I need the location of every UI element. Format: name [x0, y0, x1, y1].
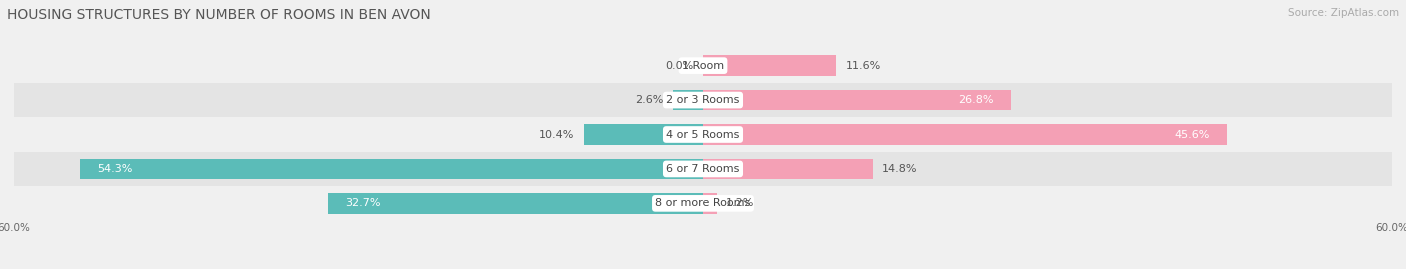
Bar: [673, 90, 703, 110]
Bar: [14, 83, 1392, 117]
Text: 2.6%: 2.6%: [636, 95, 664, 105]
Text: 11.6%: 11.6%: [845, 61, 880, 71]
Bar: [583, 124, 703, 145]
Text: 2 or 3 Rooms: 2 or 3 Rooms: [666, 95, 740, 105]
Bar: [703, 55, 837, 76]
Text: 26.8%: 26.8%: [957, 95, 994, 105]
Text: 4 or 5 Rooms: 4 or 5 Rooms: [666, 129, 740, 140]
Text: 6 or 7 Rooms: 6 or 7 Rooms: [666, 164, 740, 174]
Bar: [14, 186, 1392, 221]
Bar: [703, 193, 717, 214]
Bar: [703, 90, 1011, 110]
Text: 1.2%: 1.2%: [725, 198, 755, 208]
Text: 1 Room: 1 Room: [682, 61, 724, 71]
Text: Source: ZipAtlas.com: Source: ZipAtlas.com: [1288, 8, 1399, 18]
Text: HOUSING STRUCTURES BY NUMBER OF ROOMS IN BEN AVON: HOUSING STRUCTURES BY NUMBER OF ROOMS IN…: [7, 8, 430, 22]
Text: 10.4%: 10.4%: [538, 129, 575, 140]
Text: 32.7%: 32.7%: [344, 198, 380, 208]
Bar: [14, 48, 1392, 83]
Text: 45.6%: 45.6%: [1174, 129, 1209, 140]
Bar: [80, 159, 703, 179]
Text: 54.3%: 54.3%: [97, 164, 132, 174]
Bar: [703, 159, 873, 179]
Bar: [14, 117, 1392, 152]
Text: 8 or more Rooms: 8 or more Rooms: [655, 198, 751, 208]
Bar: [703, 124, 1226, 145]
Bar: [14, 152, 1392, 186]
Text: 14.8%: 14.8%: [882, 164, 918, 174]
Text: 0.0%: 0.0%: [665, 61, 693, 71]
Bar: [328, 193, 703, 214]
